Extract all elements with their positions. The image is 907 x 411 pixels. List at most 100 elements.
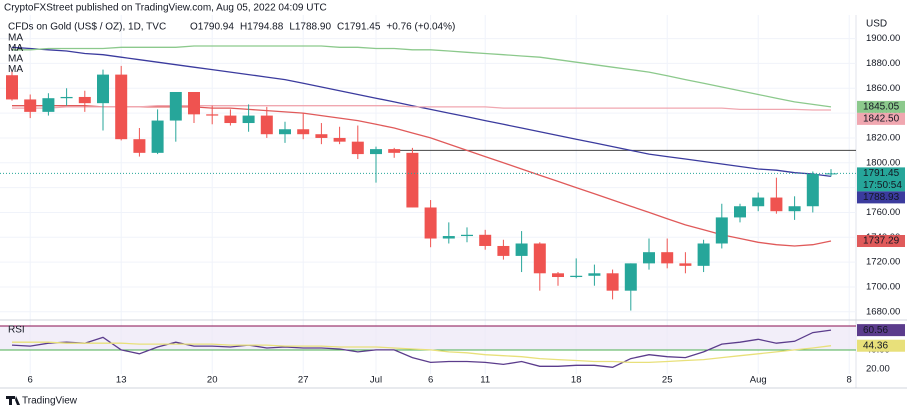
price-label-box: [857, 100, 905, 113]
price-label: 1737.29: [863, 236, 900, 247]
candle-body: [770, 197, 783, 212]
series-line: [11, 329, 832, 368]
candle-body: [6, 75, 18, 100]
candle-body: [115, 74, 128, 140]
legend-entry: MA: [8, 54, 23, 65]
candle-body: [242, 115, 255, 124]
y-tick-label: 1800.00: [866, 157, 900, 168]
y-tick-label: 1760.00: [866, 207, 900, 218]
candle-body: [351, 141, 364, 155]
candle-body: [24, 99, 37, 112]
candle-body: [406, 152, 419, 208]
price-label-box: [857, 235, 905, 248]
currency-label: USD: [866, 19, 887, 30]
x-tick-label: 6: [428, 375, 433, 386]
legend-entry: MA: [8, 43, 23, 54]
candle-body: [60, 96, 73, 99]
ohlc-value: H1794.88: [240, 22, 284, 33]
price-label: 60.56: [863, 325, 888, 336]
candle-body: [260, 115, 273, 135]
candle-body: [151, 120, 164, 153]
candle-body: [570, 275, 583, 278]
series-line: [12, 105, 831, 111]
candle-body: [661, 252, 674, 264]
x-tick-label: 25: [662, 375, 673, 386]
price-label: 44.36: [863, 340, 888, 351]
rsi-title: RSI: [8, 325, 25, 336]
candle-body: [752, 197, 765, 207]
candle-body: [479, 234, 492, 246]
candle-body: [643, 252, 655, 264]
candle-body: [133, 139, 146, 153]
x-tick-label: 11: [480, 375, 490, 386]
rsi-band: [0, 326, 856, 350]
y-tick-label: 1700.00: [866, 281, 900, 292]
price-label: 1791.45: [863, 168, 900, 179]
price-label: 1788.93: [863, 192, 900, 203]
candle-body: [315, 134, 328, 138]
candle-body: [552, 273, 564, 278]
ohlc-value: O1790.94: [190, 22, 234, 33]
candle-body: [588, 273, 601, 276]
x-tick-label: 27: [298, 375, 309, 386]
y-tick-label: 1900.00: [866, 33, 900, 44]
candle-body: [78, 96, 91, 104]
candle-body: [606, 273, 619, 291]
price-label-box: [857, 339, 905, 352]
x-tick-label: 6: [28, 375, 33, 386]
candle-body: [497, 245, 510, 256]
candle-body: [279, 129, 291, 135]
candle-body: [97, 74, 109, 104]
candle-body: [388, 149, 401, 153]
candle-body: [188, 91, 200, 115]
candle-body: [424, 207, 437, 239]
candle-body: [224, 115, 237, 124]
ohlc-value: L1788.90: [289, 22, 331, 33]
candle-body: [370, 149, 382, 155]
y-tick-label: 1860.00: [866, 83, 900, 94]
candle-body: [624, 263, 637, 291]
legend-entry: MA: [8, 33, 23, 44]
candle-body: [333, 137, 346, 142]
price-label: 1845.05: [863, 102, 900, 113]
x-tick-label: 8: [847, 375, 852, 386]
footer-logo: [6, 396, 20, 405]
candle-body: [297, 129, 310, 135]
candle-body: [715, 217, 728, 244]
candle-body: [697, 243, 710, 266]
price-label-box: [857, 324, 905, 337]
y-tick-label: 1720.00: [866, 257, 900, 268]
x-tick-label: 13: [116, 375, 127, 386]
symbol-title: CFDs on Gold (US$ / OZ), 1D, TVC: [8, 22, 166, 33]
x-tick-label: Aug: [750, 375, 767, 386]
candle-body: [788, 206, 801, 212]
candle-body: [206, 114, 219, 116]
series-line: [12, 45, 832, 108]
footer-brand: TradingView: [22, 396, 78, 407]
x-tick-label: 20: [207, 375, 218, 386]
price-label: 1842.50: [863, 114, 900, 125]
price-label: 17:50:54: [863, 180, 902, 191]
x-tick-label: Jul: [370, 375, 382, 386]
y-tick-label: 1680.00: [866, 306, 900, 317]
candle-body: [679, 263, 692, 266]
candle-body: [806, 173, 819, 207]
candle-body: [169, 91, 182, 121]
ohlc-value: C1791.45: [337, 22, 381, 33]
candle-body: [533, 243, 546, 274]
y-tick-label: 1880.00: [866, 58, 900, 69]
candle-body: [42, 98, 55, 112]
candle-body: [442, 236, 455, 239]
y-tick-label: 1820.00: [866, 132, 900, 143]
series-line: [12, 341, 832, 364]
price-label-box: [857, 112, 905, 125]
ohlc-value: +0.76 (+0.04%): [386, 22, 455, 33]
candle-body: [515, 243, 528, 256]
candle-body: [734, 206, 746, 218]
price-label-box: [857, 191, 905, 204]
published-note: CryptoFXStreet published on TradingView.…: [4, 3, 327, 14]
x-tick-label: 18: [571, 375, 582, 386]
price-label-box: [857, 167, 905, 192]
candle-body: [461, 234, 473, 237]
y-tick-label: 20.00: [866, 364, 890, 375]
